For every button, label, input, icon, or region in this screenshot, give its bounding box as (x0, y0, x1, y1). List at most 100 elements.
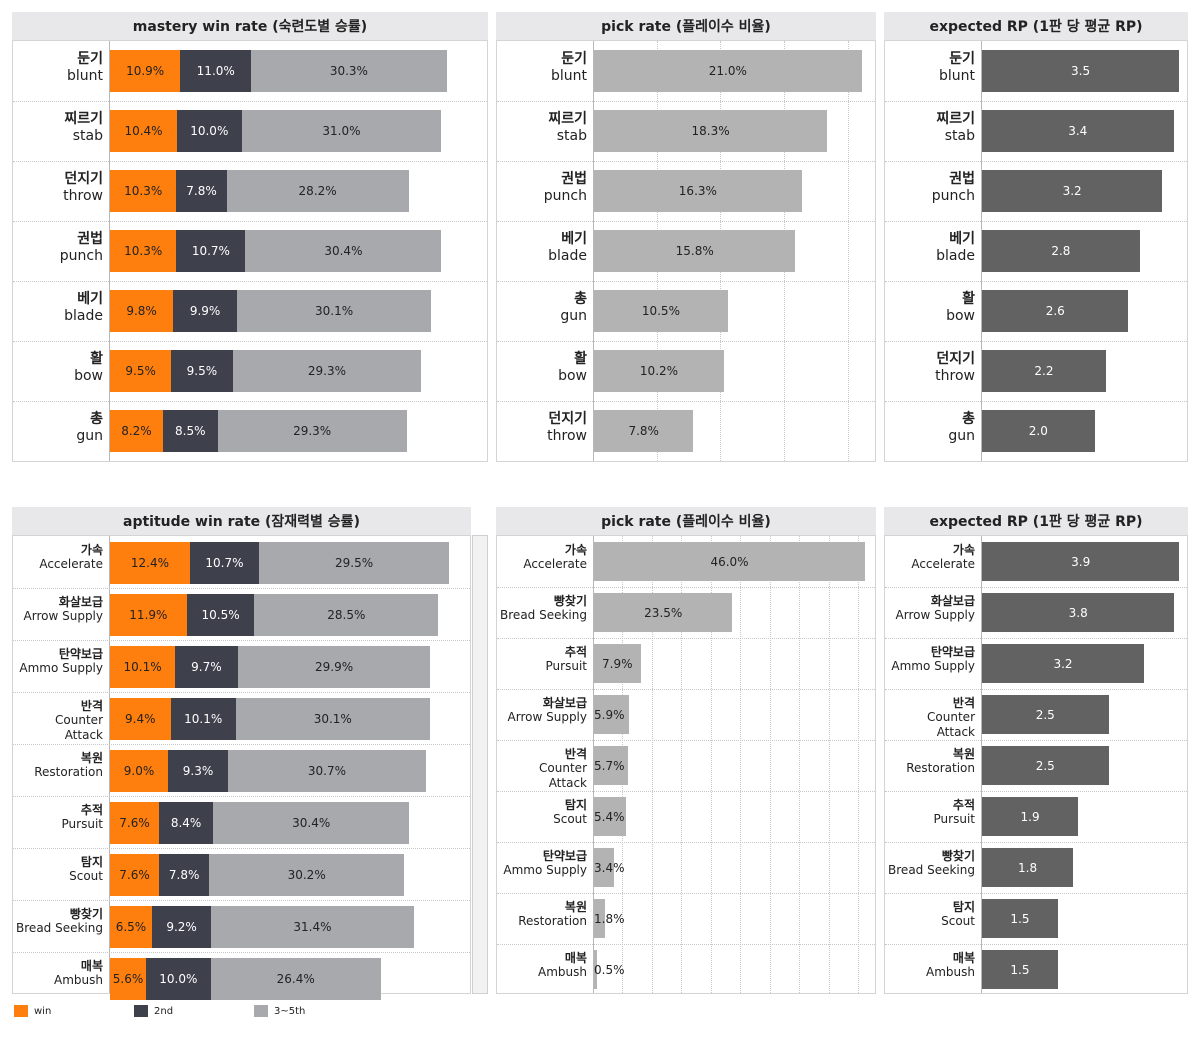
pick-rate-bar: 5.7% (594, 746, 628, 785)
win-bar: 9.0% (110, 750, 169, 792)
category-label-ko: 추적 (564, 645, 587, 659)
second-bar: 9.5% (171, 350, 233, 392)
win-bar: 9.8% (110, 290, 174, 332)
chart-body: 둔기 blunt 10.9% 11.0% 30.3% 찌르기 stab 10.4% 10.0% 3… (12, 40, 488, 462)
row-separator (13, 900, 470, 901)
rp-bar: 1.5 (982, 950, 1058, 989)
row-separator (497, 221, 875, 222)
category-label: 매복 Ambush (885, 951, 975, 980)
category-label: 권법 punch (885, 171, 975, 205)
category-label-ko: 복원 (952, 747, 975, 761)
win-bar: 11.9% (110, 594, 187, 636)
rest-bar: 29.3% (217, 410, 407, 452)
y-axis-line (981, 536, 982, 993)
row-separator (885, 401, 1187, 402)
legend-label: 3~5th (274, 1005, 306, 1017)
category-label-ko: 가속 (952, 543, 975, 557)
row-separator (885, 341, 1187, 342)
category-label-en: Arrow Supply (507, 710, 587, 725)
rp-bar: 3.9 (982, 542, 1180, 581)
vertical-scrollbar[interactable] (472, 535, 488, 994)
category-label-en: blunt (938, 67, 975, 84)
pick-rate-bar: 16.3% (594, 170, 802, 212)
category-label-en: blade (64, 307, 103, 324)
category-label-ko: 복원 (564, 900, 587, 914)
category-label-en: Bread Seeking (888, 863, 975, 878)
category-label: 탐지 Scout (497, 798, 587, 827)
category-label-en: punch (543, 187, 587, 204)
row-separator (885, 161, 1187, 162)
chart-panel: aptitude win rate (잠재력별 승률) 가속 Accelerate 1… (12, 507, 471, 1000)
category-label-ko: 둔기 (949, 51, 975, 67)
category-label: 화살보급 Arrow Supply (13, 595, 103, 624)
category-label: 던지기 throw (13, 171, 103, 205)
row-separator (885, 689, 1187, 690)
category-label: 복원 Restoration (13, 751, 103, 780)
category-label: 탄약보급 Ammo Supply (497, 849, 587, 878)
win-bar: 10.9% (110, 50, 181, 92)
chart-title: mastery win rate (숙련도별 승률) (12, 12, 488, 40)
chart-title: expected RP (1판 당 평균 RP) (884, 507, 1188, 535)
category-label-ko: 권법 (77, 231, 103, 247)
category-label: 권법 punch (13, 231, 103, 265)
category-label-en: punch (59, 247, 103, 264)
category-label-ko: 빵찾기 (553, 594, 587, 608)
win-bar: 10.3% (110, 230, 177, 272)
category-label: 총 gun (13, 411, 103, 445)
row-separator (885, 791, 1187, 792)
row-separator (13, 796, 470, 797)
category-label-en: blunt (66, 67, 103, 84)
row-separator (885, 101, 1187, 102)
row-separator (497, 638, 875, 639)
win-bar: 10.4% (110, 110, 178, 152)
row-separator (13, 101, 487, 102)
category-label-ko: 권법 (949, 171, 975, 187)
row-separator (885, 638, 1187, 639)
category-label-ko: 탐지 (80, 855, 103, 869)
pick-rate-bar: 10.5% (594, 290, 728, 332)
category-label: 던지기 throw (885, 351, 975, 385)
rest-bar: 30.2% (209, 854, 405, 896)
category-label-en: throw (547, 427, 587, 444)
chart-panel: expected RP (1판 당 평균 RP) 둔기 blunt 3.5 찌르기 sta… (884, 12, 1188, 462)
category-label-ko: 던지기 (936, 351, 975, 367)
category-label-en: stab (944, 127, 975, 144)
pick-rate-bar: 3.4% (594, 848, 625, 887)
category-label: 가속 Accelerate (497, 543, 587, 572)
category-label-ko: 던지기 (548, 411, 587, 427)
legend-swatch (134, 1005, 148, 1017)
pick-rate-bar: 18.3% (594, 110, 828, 152)
category-label: 권법 punch (497, 171, 587, 205)
grid-line (799, 536, 801, 993)
y-axis-line (593, 536, 594, 993)
legend-swatch (254, 1005, 268, 1017)
row-separator (885, 281, 1187, 282)
category-label-en: Scout (69, 869, 103, 884)
category-label: 매복 Ambush (13, 959, 103, 988)
pick-rate-bar: 7.8% (594, 410, 694, 452)
category-label-en: blade (548, 247, 587, 264)
category-label: 빵찾기 Bread Seeking (13, 907, 103, 936)
legend-item: 3~5th (254, 1005, 305, 1017)
rp-bar: 1.5 (982, 899, 1058, 938)
rp-bar: 1.8 (982, 848, 1074, 887)
category-label-en: Ambush (538, 965, 587, 980)
category-label-ko: 베기 (77, 291, 103, 307)
chart-title: expected RP (1판 당 평균 RP) (884, 12, 1188, 40)
row-separator (885, 740, 1187, 741)
category-label-ko: 베기 (561, 231, 587, 247)
category-label-en: Scout (941, 914, 975, 929)
category-label-en: blunt (550, 67, 587, 84)
chart-panel: mastery win rate (숙련도별 승률) 둔기 blunt 10.9% 11… (12, 12, 488, 462)
category-label-ko: 화살보급 (542, 696, 587, 710)
row-separator (13, 588, 470, 589)
category-label-ko: 찌르기 (64, 111, 103, 127)
category-label-en: Counter Attack (539, 761, 587, 790)
category-label-ko: 총 (962, 411, 975, 427)
category-label-en: throw (63, 187, 103, 204)
chart-title: aptitude win rate (잠재력별 승률) (12, 507, 471, 535)
category-label: 활 bow (885, 291, 975, 325)
category-label-en: Accelerate (911, 557, 975, 572)
win-bar: 12.4% (110, 542, 190, 584)
grid-line (828, 536, 830, 993)
